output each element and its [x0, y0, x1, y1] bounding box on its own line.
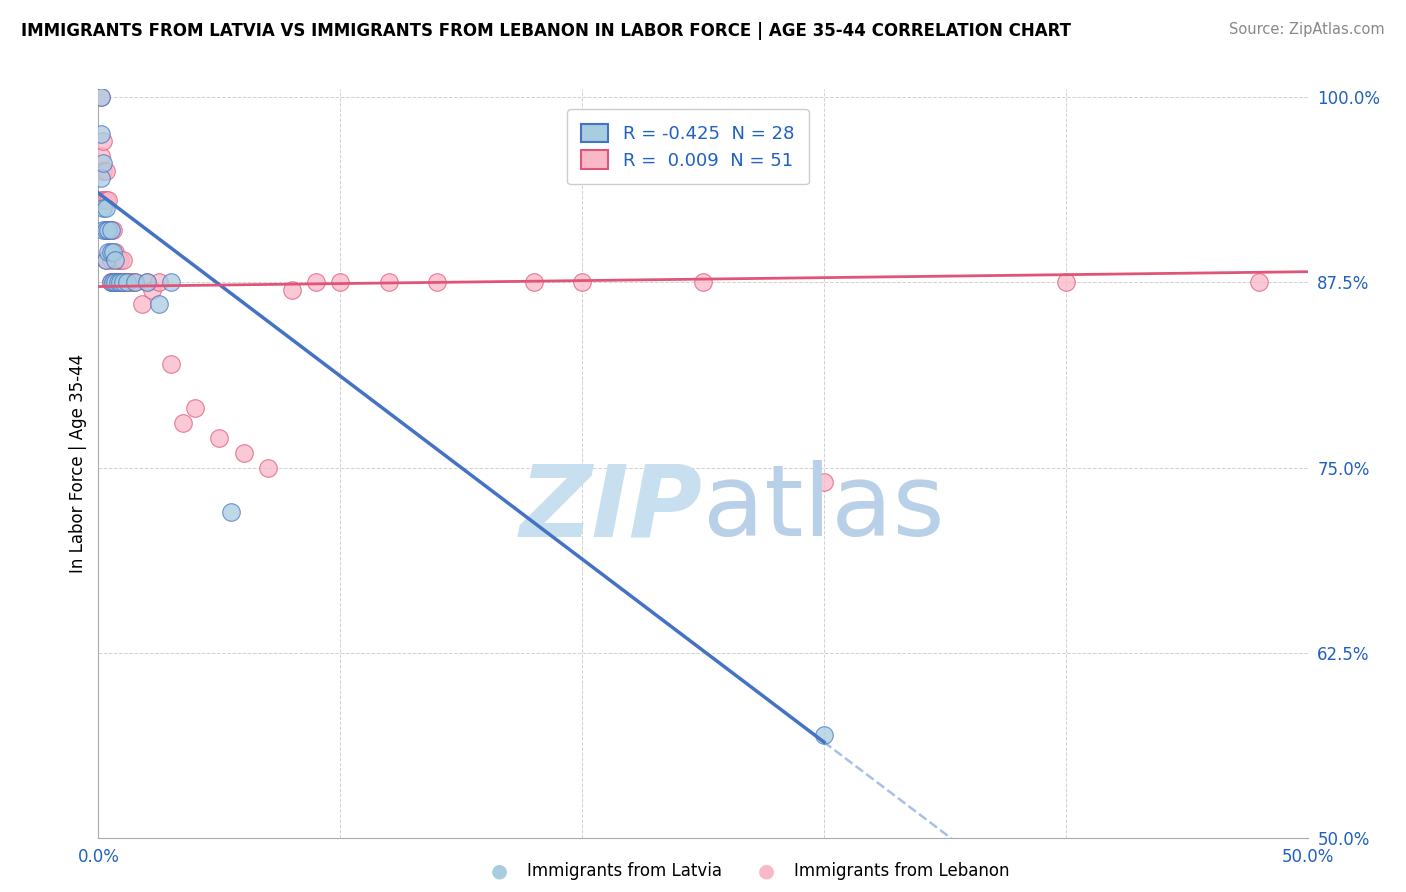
Point [91, 163, 114, 178]
Point [305, 275, 328, 289]
Point [91, 223, 114, 237]
Point [160, 357, 183, 371]
Point [97, 245, 120, 260]
Point [90, 89, 112, 103]
Point [100, 223, 122, 237]
Point [104, 245, 127, 260]
Point [1054, 275, 1077, 289]
Point [148, 297, 170, 311]
Text: ZIP: ZIP [520, 460, 703, 558]
Point [107, 275, 129, 289]
Point [135, 275, 157, 289]
Point [100, 275, 122, 289]
Point [221, 505, 243, 519]
Point [148, 275, 170, 289]
Point [97, 194, 120, 208]
Text: ●: ● [491, 862, 508, 881]
Legend: R = -0.425  N = 28, R =  0.009  N = 51: R = -0.425 N = 28, R = 0.009 N = 51 [567, 110, 808, 185]
Point [813, 475, 835, 490]
Point [101, 245, 124, 260]
Point [160, 275, 183, 289]
Point [104, 275, 127, 289]
Point [131, 297, 153, 311]
Point [94, 163, 117, 178]
Point [523, 275, 546, 289]
Point [117, 275, 139, 289]
Point [100, 275, 122, 289]
Point [90, 127, 112, 141]
Text: Immigrants from Latvia: Immigrants from Latvia [527, 863, 723, 880]
Point [97, 223, 120, 237]
Point [124, 275, 146, 289]
Point [172, 416, 194, 430]
Point [97, 223, 120, 237]
Point [90, 149, 112, 163]
Point [94, 201, 117, 215]
Text: IMMIGRANTS FROM LATVIA VS IMMIGRANTS FROM LEBANON IN LABOR FORCE | AGE 35-44 COR: IMMIGRANTS FROM LATVIA VS IMMIGRANTS FRO… [21, 22, 1071, 40]
Point [121, 275, 143, 289]
Point [101, 223, 124, 237]
Point [111, 275, 134, 289]
Text: ●: ● [758, 862, 775, 881]
Point [118, 275, 141, 289]
Point [232, 446, 254, 460]
Point [104, 252, 127, 267]
Point [100, 223, 122, 237]
Point [90, 89, 112, 103]
Text: atlas: atlas [703, 460, 945, 558]
Point [111, 252, 134, 267]
Point [104, 275, 127, 289]
Point [692, 275, 714, 289]
Point [114, 275, 136, 289]
Text: Source: ZipAtlas.com: Source: ZipAtlas.com [1229, 22, 1385, 37]
Point [94, 252, 117, 267]
Point [571, 275, 593, 289]
Point [94, 223, 117, 237]
Point [91, 201, 114, 215]
Point [101, 275, 124, 289]
Point [94, 194, 117, 208]
Point [124, 275, 146, 289]
Point [107, 252, 129, 267]
Point [91, 194, 114, 208]
Point [377, 275, 399, 289]
Point [100, 245, 122, 260]
Point [91, 134, 114, 148]
Point [813, 728, 835, 742]
Point [108, 275, 131, 289]
Text: Immigrants from Lebanon: Immigrants from Lebanon [794, 863, 1010, 880]
Point [107, 275, 129, 289]
Point [184, 401, 207, 416]
Y-axis label: In Labor Force | Age 35-44: In Labor Force | Age 35-44 [69, 354, 87, 574]
Point [256, 460, 278, 475]
Point [281, 283, 304, 297]
Point [135, 275, 157, 289]
Point [111, 275, 134, 289]
Point [100, 252, 122, 267]
Point [108, 275, 131, 289]
Point [94, 252, 117, 267]
Point [329, 275, 352, 289]
Point [90, 194, 112, 208]
Point [90, 171, 112, 186]
Point [426, 275, 449, 289]
Point [108, 252, 131, 267]
Point [117, 275, 139, 289]
Point [1249, 275, 1271, 289]
Point [94, 223, 117, 237]
Point [91, 156, 114, 170]
Point [141, 283, 163, 297]
Point [208, 431, 231, 445]
Point [101, 275, 124, 289]
